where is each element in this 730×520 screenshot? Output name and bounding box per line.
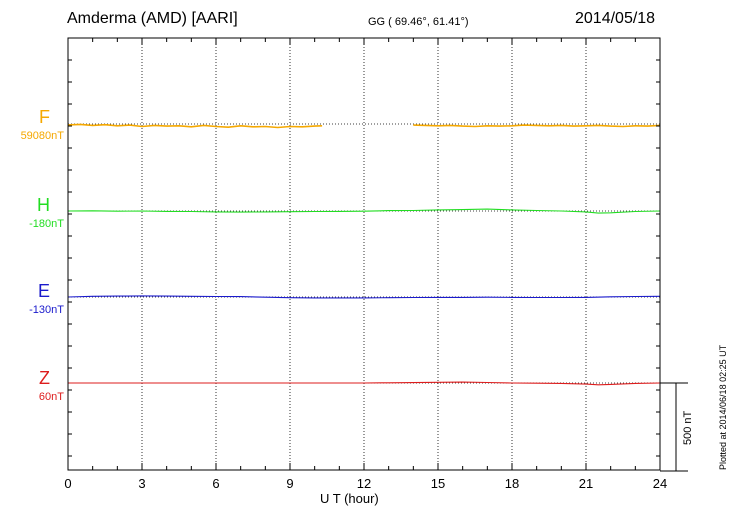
x-tick-label: 3 bbox=[138, 476, 145, 491]
x-tick-label: 21 bbox=[579, 476, 593, 491]
series-baseline-h: -180nT bbox=[29, 218, 64, 230]
date-label: 2014/05/18 bbox=[575, 10, 656, 27]
series-baseline-f: 59080nT bbox=[20, 130, 64, 142]
series-label-f: F bbox=[39, 107, 50, 127]
series-line-e bbox=[67, 295, 661, 299]
station-title: Amderma (AMD) [AARI] bbox=[67, 10, 238, 27]
x-tick-label: 15 bbox=[431, 476, 445, 491]
series-label-z: Z bbox=[39, 368, 50, 388]
x-tick-label: 12 bbox=[357, 476, 371, 491]
series-line-z bbox=[68, 381, 661, 386]
x-axis-label: U T (hour) bbox=[320, 491, 379, 506]
x-tick-label: 9 bbox=[286, 476, 293, 491]
plotted-note: Plotted at 2014/06/18 02:25 UT bbox=[718, 344, 728, 470]
series-line-h bbox=[67, 208, 661, 214]
series-label-e: E bbox=[37, 281, 50, 301]
series-line-f bbox=[67, 123, 323, 129]
x-tick-label: 18 bbox=[505, 476, 519, 491]
series-baseline-e: -130nT bbox=[29, 304, 64, 316]
x-tick-label: 0 bbox=[64, 476, 71, 491]
x-tick-label: 6 bbox=[212, 476, 219, 491]
x-tick-label: 24 bbox=[653, 476, 667, 491]
scale-bar-label: 500 nT bbox=[682, 410, 694, 445]
coordinates-label: GG ( 69.46°, 61.41°) bbox=[368, 16, 469, 28]
series-label-h: H bbox=[37, 195, 50, 215]
series-line-f bbox=[413, 124, 661, 128]
series-baseline-z: 60nT bbox=[38, 391, 64, 403]
